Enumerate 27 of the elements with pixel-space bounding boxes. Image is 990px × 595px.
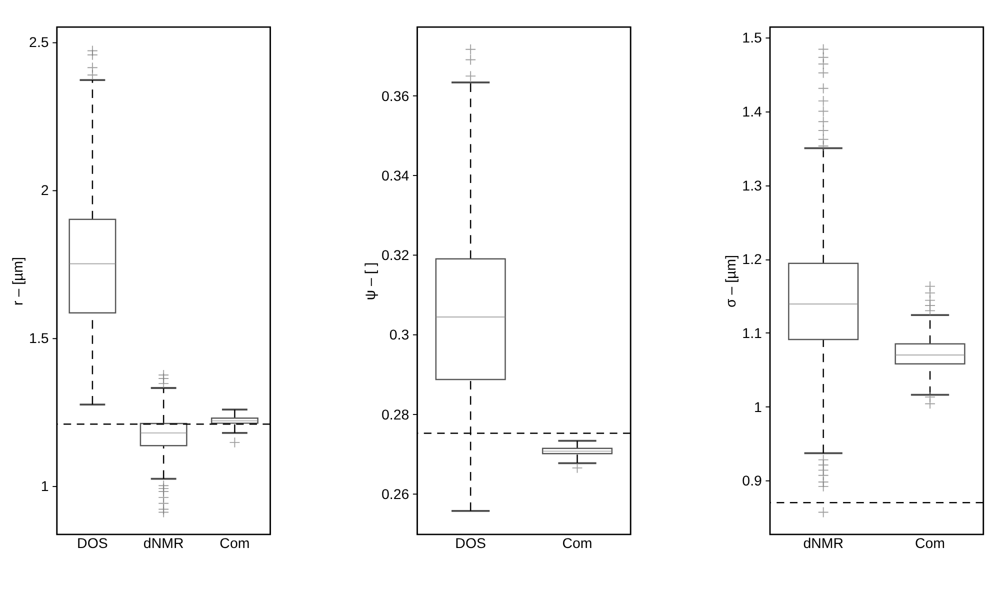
y-tick-label: 0.32 — [381, 248, 410, 264]
x-tick-label: dNMR — [143, 536, 184, 552]
x-tick-label: Com — [562, 536, 592, 552]
x-tick-label: Com — [220, 536, 250, 552]
y-tick-label: 0.3 — [389, 328, 410, 344]
y-axis-title: r – [µm] — [10, 256, 26, 306]
y-tick-label: 0.28 — [381, 407, 410, 424]
x-tick-label: DOS — [77, 536, 108, 552]
y-axis-title: σ – [µm] — [724, 254, 740, 308]
y-tick-label: 1 — [754, 400, 762, 416]
x-tick-label: dNMR — [803, 536, 844, 552]
y-tick-label: 1.5 — [29, 330, 49, 347]
y-tick-label: 0.26 — [381, 487, 410, 504]
y-tick-label: 2 — [40, 183, 49, 200]
y-tick-label: 1.5 — [742, 30, 762, 47]
y-axis-title: ψ – [ ] — [362, 262, 379, 300]
y-tick-label: 1.4 — [742, 104, 762, 120]
y-tick-label: 1.3 — [742, 178, 762, 194]
y-tick-label: 1 — [40, 478, 49, 495]
y-tick-label: 1.2 — [742, 252, 762, 268]
y-tick-label: 2.5 — [29, 35, 49, 52]
y-tick-label: 0.34 — [381, 168, 410, 184]
x-tick-label: Com — [915, 536, 946, 552]
y-tick-label: 0.9 — [742, 474, 762, 490]
y-tick-label: 1.1 — [742, 326, 762, 342]
y-tick-label: 0.36 — [381, 88, 410, 105]
x-tick-label: DOS — [455, 536, 486, 552]
